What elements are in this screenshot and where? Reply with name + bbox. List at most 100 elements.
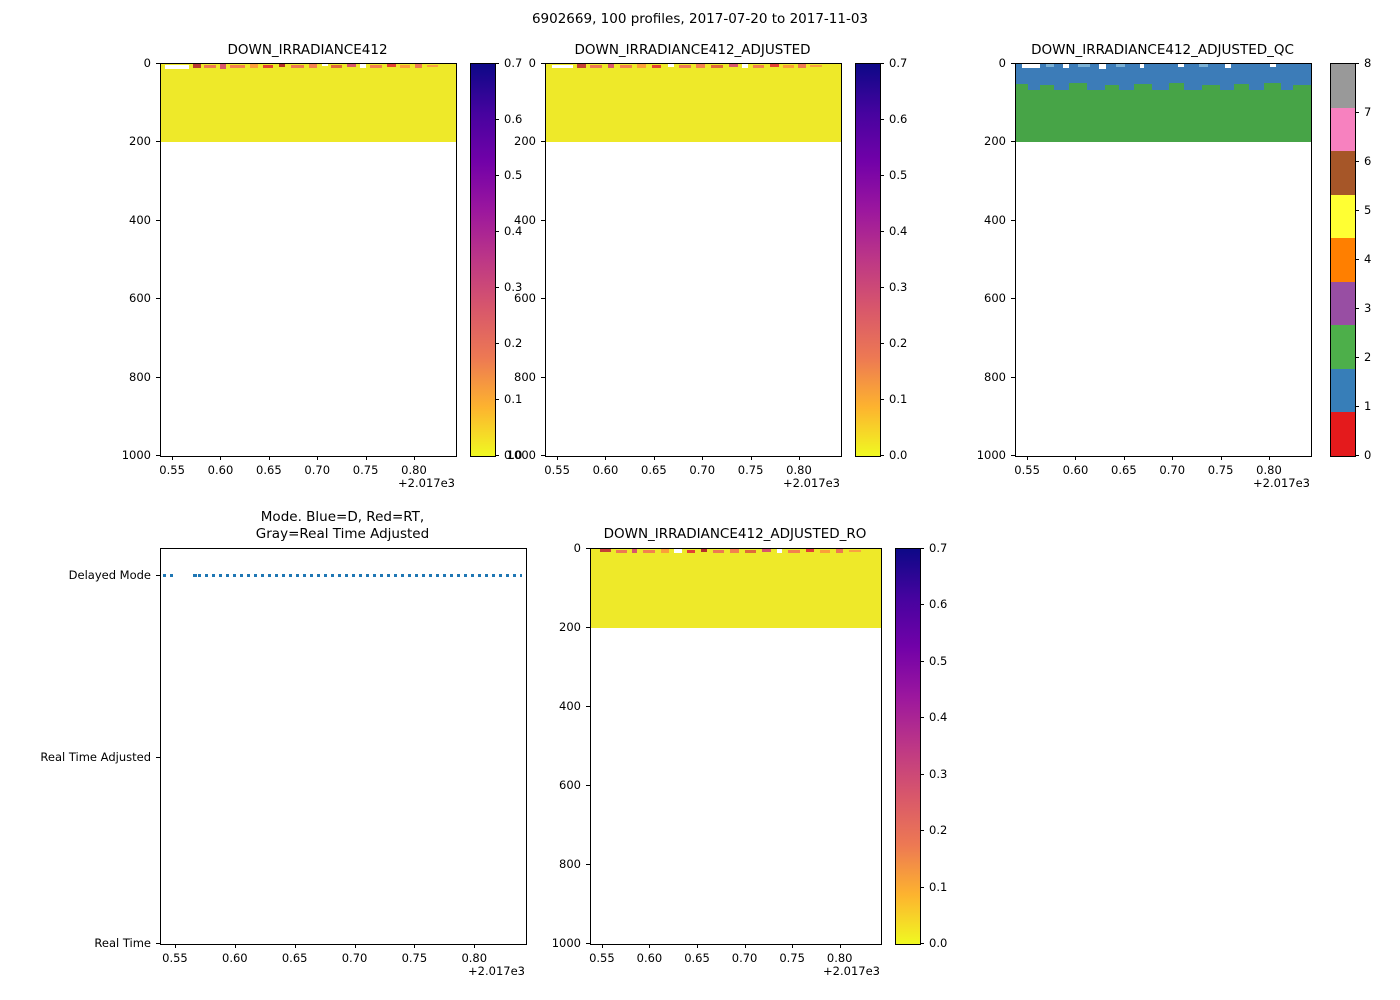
tick-label: 0.70 xyxy=(689,463,716,477)
tick-mark xyxy=(702,456,704,460)
heatmap-strip xyxy=(686,550,696,553)
tick-mark xyxy=(156,756,160,758)
tick-mark xyxy=(541,63,545,64)
heatmap-strip xyxy=(426,65,439,67)
tick-label: 0.60 xyxy=(592,463,619,477)
tick-mark xyxy=(1355,210,1359,211)
heatmap-strip xyxy=(1178,64,1185,67)
heatmap-strip xyxy=(1201,85,1220,90)
heatmap-strip xyxy=(1069,83,1087,90)
heatmap-strip xyxy=(1045,64,1055,67)
tick-label: 0.80 xyxy=(461,951,488,965)
tick-mark xyxy=(1011,219,1015,221)
tick-label: 0.70 xyxy=(341,951,368,965)
heatmap-down-irradiance412 xyxy=(160,63,457,457)
tick-mark xyxy=(495,63,499,64)
heatmap-strip xyxy=(810,65,822,67)
heatmap-strip xyxy=(262,65,274,68)
tick-mark xyxy=(474,944,476,948)
colorbar-segment xyxy=(1331,194,1355,239)
tick-label: 0.3 xyxy=(504,279,523,294)
tick-label: 800 xyxy=(129,369,151,384)
heatmap-fill xyxy=(591,549,881,628)
tick-label: 400 xyxy=(514,212,536,227)
tick-mark xyxy=(1011,376,1015,378)
tick-label: 1000 xyxy=(976,448,1006,462)
heatmap-strip xyxy=(631,549,638,553)
tick-label: 0.5 xyxy=(504,168,523,183)
heatmap-strip xyxy=(1098,64,1106,69)
heatmap-strip xyxy=(290,65,305,68)
tick-mark xyxy=(495,231,499,233)
subplot-title-mode-line2: Gray=Real Time Adjusted xyxy=(255,526,430,542)
tick-label: 400 xyxy=(984,212,1006,227)
x-axis-ticks: 0.55 0.60 0.65 0.70 0.75 0.80 xyxy=(589,944,880,970)
subplot-title-down-irradiance412: DOWN_IRRADIANCE412 xyxy=(227,42,388,58)
tick-label: 0.0 xyxy=(889,448,908,462)
tick-mark xyxy=(1172,456,1174,460)
tick-label: 0.60 xyxy=(1062,463,1089,477)
delayed-mode-marker-gap xyxy=(172,572,194,579)
heatmap-strip xyxy=(1104,85,1120,90)
heatmap-strip xyxy=(1234,84,1250,90)
heatmap-strip xyxy=(805,549,815,552)
tick-mark xyxy=(495,286,499,288)
tick-label: 0.6 xyxy=(504,112,523,127)
heatmap-strip xyxy=(193,64,201,68)
tick-mark xyxy=(317,456,319,460)
tick-label: 3 xyxy=(1364,301,1372,315)
heatmap-strip xyxy=(230,65,246,68)
colorbar-segment xyxy=(1331,64,1355,108)
heatmap-strip xyxy=(203,65,216,68)
surface-values-layer xyxy=(546,64,841,456)
tick-mark xyxy=(294,944,296,948)
tick-label: 0.75 xyxy=(1207,463,1234,477)
tick-mark xyxy=(1268,456,1270,460)
tick-mark xyxy=(653,456,655,460)
tick-label: 400 xyxy=(129,212,151,227)
tick-label: 0.55 xyxy=(589,951,615,965)
colorbar-segment xyxy=(1331,151,1355,195)
heatmap-strip xyxy=(1021,64,1040,68)
heatmap-strip xyxy=(678,65,691,68)
tick-mark xyxy=(1220,456,1222,460)
tick-label: 0.6 xyxy=(929,597,948,612)
colorbar-segment xyxy=(1331,281,1355,326)
tick-label: 5 xyxy=(1364,203,1372,217)
heatmap-strip xyxy=(770,64,780,67)
tick-mark xyxy=(1027,456,1029,460)
tick-label: 0.75 xyxy=(779,951,805,965)
tick-label: 0.65 xyxy=(684,951,710,965)
surface-values-layer xyxy=(591,549,881,944)
tick-mark xyxy=(586,548,590,549)
heatmap-down-irradiance412-adjusted xyxy=(545,63,842,457)
tick-mark xyxy=(1011,141,1015,143)
heatmap-fill xyxy=(546,64,841,143)
heatmap-strip xyxy=(673,549,683,553)
tick-mark xyxy=(649,944,651,948)
tick-mark xyxy=(156,574,160,576)
heatmap-strip xyxy=(696,64,706,68)
tick-mark xyxy=(798,456,800,460)
tick-mark xyxy=(744,944,746,948)
heatmap-strip xyxy=(399,65,411,68)
tick-mark xyxy=(880,119,884,121)
tick-label: 0.60 xyxy=(207,463,234,477)
tick-mark xyxy=(156,376,160,378)
tick-mark xyxy=(1123,456,1125,460)
tick-mark xyxy=(1355,357,1359,358)
heatmap-strip xyxy=(728,64,738,67)
x-axis-offset-label: +2.017e3 xyxy=(468,964,525,978)
heatmap-strip xyxy=(783,65,794,68)
heatmap-strip xyxy=(660,549,670,553)
mode-scatter-plot xyxy=(160,548,527,945)
heatmap-strip xyxy=(249,64,259,68)
tick-mark xyxy=(156,141,160,143)
tick-mark xyxy=(156,219,160,221)
heatmap-strip xyxy=(744,550,757,553)
heatmap-strip xyxy=(1198,64,1208,67)
colorbar-segment xyxy=(1331,325,1355,369)
tick-mark xyxy=(880,63,884,64)
tick-label: 200 xyxy=(129,134,151,149)
subplot-title-down-irradiance412-adjusted: DOWN_IRRADIANCE412_ADJUSTED xyxy=(574,42,811,58)
